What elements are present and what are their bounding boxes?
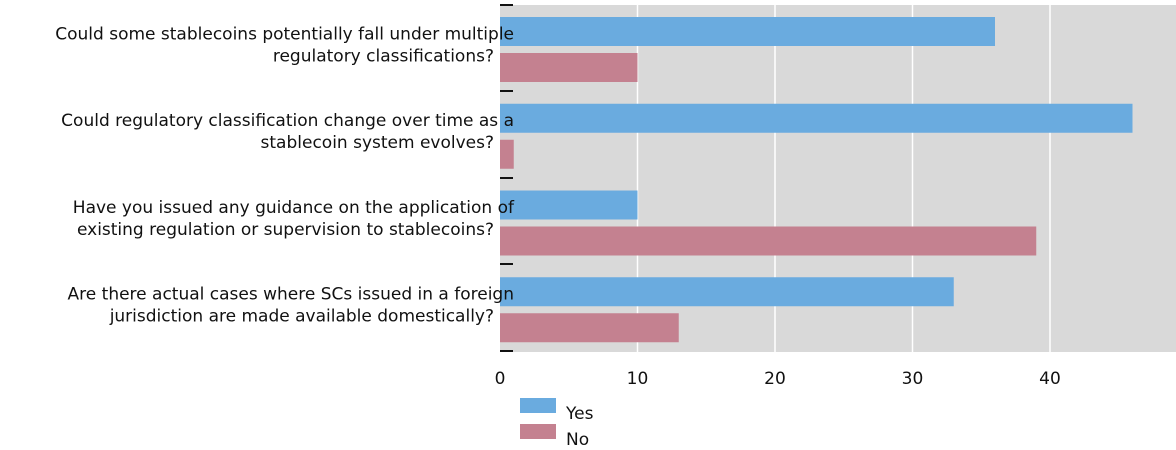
category-label-2: Could regulatory classification change o… — [61, 111, 514, 153]
bar-yes-4 — [500, 277, 954, 307]
category-label-line: Could some stablecoins potentially fall … — [55, 24, 514, 44]
x-tick-label-10: 10 — [627, 369, 649, 389]
legend-label-yes: Yes — [565, 404, 594, 424]
bar-yes-3 — [500, 190, 638, 220]
bar-no-4 — [500, 313, 679, 343]
bars — [500, 17, 1133, 343]
x-axis-tick-labels: 0 10 20 30 40 — [495, 369, 1061, 389]
bar-no-3 — [500, 226, 1037, 256]
category-label-line: Have you issued any guidance on the appl… — [73, 198, 515, 218]
bar-no-2 — [500, 139, 514, 169]
category-tick-marks — [500, 4, 513, 352]
category-label-4: Are there actual cases where SCs issued … — [68, 285, 514, 327]
category-label-line: stablecoin system evolves? — [261, 133, 494, 153]
category-label-line: jurisdiction are made available domestic… — [109, 307, 494, 327]
category-labels: Could some stablecoins potentially fall … — [55, 24, 515, 326]
legend-swatch-no — [520, 424, 556, 439]
category-label-line: existing regulation or supervision to st… — [77, 220, 494, 240]
category-label-line: Could regulatory classification change o… — [61, 111, 514, 131]
legend-label-no: No — [566, 430, 589, 450]
bar-yes-1 — [500, 17, 995, 46]
category-label-line: regulatory classifications? — [273, 46, 494, 66]
bar-yes-2 — [500, 103, 1133, 133]
category-label-1: Could some stablecoins potentially fall … — [55, 24, 514, 66]
x-tick-label-40: 40 — [1039, 369, 1061, 389]
legend-swatch-yes — [520, 398, 556, 413]
bar-no-1 — [500, 53, 638, 82]
category-label-line: Are there actual cases where SCs issued … — [68, 285, 514, 305]
legend: Yes No — [520, 398, 594, 450]
x-tick-label-20: 20 — [764, 369, 786, 389]
category-label-3: Have you issued any guidance on the appl… — [73, 198, 515, 240]
x-tick-label-30: 30 — [902, 369, 924, 389]
x-tick-label-0: 0 — [495, 369, 506, 389]
